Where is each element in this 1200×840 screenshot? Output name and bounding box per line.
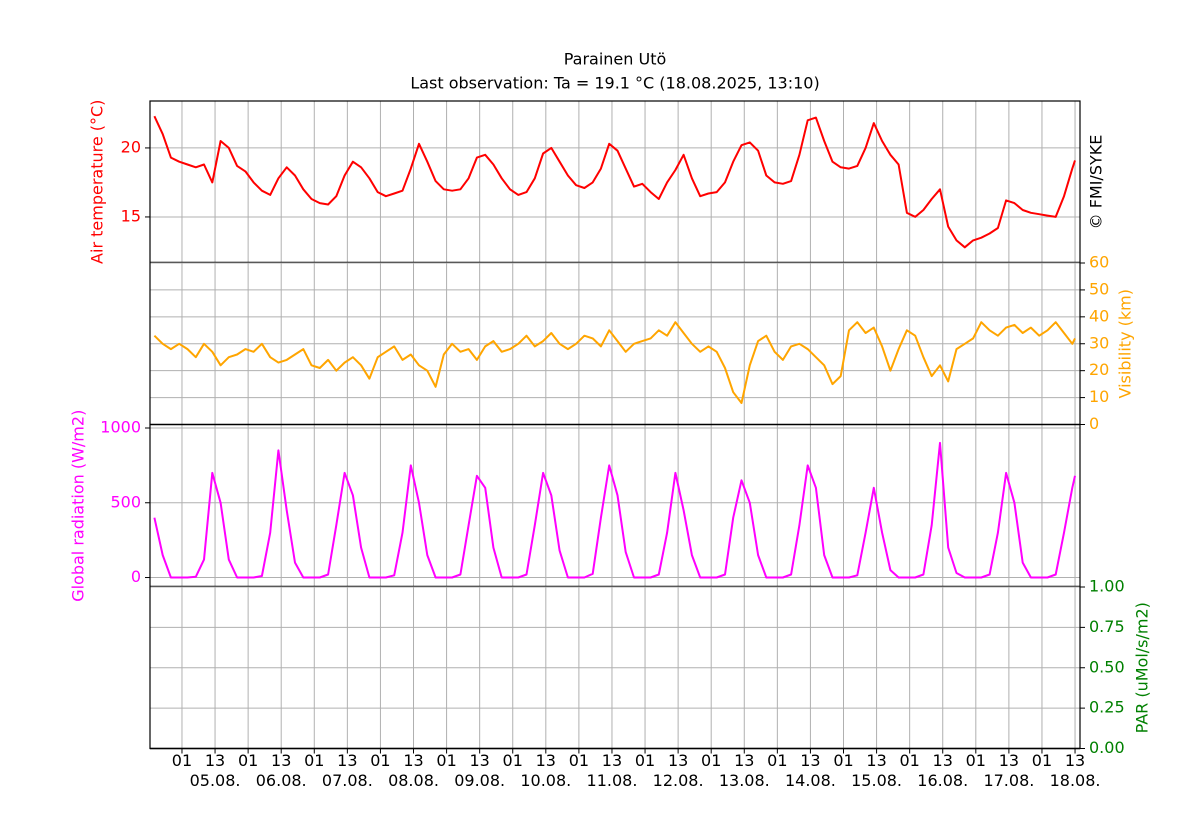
y-tick-label: 0: [1089, 414, 1099, 433]
x-tick-label: 13: [999, 751, 1019, 770]
date-label: 05.08.: [190, 771, 241, 790]
y-tick-label: 500: [110, 492, 141, 511]
x-tick-label: 01: [503, 751, 523, 770]
y-tick-label: 0.25: [1089, 698, 1125, 717]
x-tick-label: 13: [668, 751, 688, 770]
date-label: 14.08.: [785, 771, 836, 790]
x-tick-label: 01: [436, 751, 456, 770]
x-tick-label: 01: [767, 751, 787, 770]
date-label: 16.08.: [917, 771, 968, 790]
plot-frame: [149, 100, 1081, 750]
date-label: 10.08.: [520, 771, 571, 790]
x-tick-label: 01: [304, 751, 324, 770]
date-label: 08.08.: [388, 771, 439, 790]
x-tick-label: 01: [370, 751, 390, 770]
x-tick-label: 13: [602, 751, 622, 770]
date-label: 15.08.: [851, 771, 902, 790]
y-tick-label: 60: [1089, 253, 1109, 272]
x-tick-label: 01: [635, 751, 655, 770]
x-tick-label: 01: [701, 751, 721, 770]
x-tick-label: 13: [536, 751, 556, 770]
x-tick-label: 13: [271, 751, 291, 770]
date-label: 18.08.: [1050, 771, 1101, 790]
axis-label: Air temperature (°C): [88, 100, 107, 264]
data-line: [153, 441, 1076, 579]
x-tick-label: 13: [469, 751, 489, 770]
x-tick-label: 13: [800, 751, 820, 770]
y-tick-label: 10: [1089, 387, 1109, 406]
chart-subtitle: Last observation: Ta = 19.1 °C (18.08.20…: [410, 74, 819, 93]
axis-label: Global radiation (W/m2): [69, 410, 88, 602]
x-tick-label: 13: [403, 751, 423, 770]
x-tick-label: 01: [238, 751, 258, 770]
date-label: 13.08.: [719, 771, 770, 790]
x-tick-label: 01: [966, 751, 986, 770]
x-tick-label: 01: [172, 751, 192, 770]
y-tick-label: 20: [1089, 360, 1109, 379]
date-label: 09.08.: [454, 771, 505, 790]
y-tick-label: 30: [1089, 333, 1109, 352]
y-tick-label: 15: [121, 206, 141, 225]
y-tick-label: 0.75: [1089, 617, 1125, 636]
date-label: 06.08.: [256, 771, 307, 790]
y-tick-label: 0.00: [1089, 738, 1125, 757]
x-tick-label: 13: [1065, 751, 1085, 770]
x-tick-label: 01: [833, 751, 853, 770]
x-tick-label: 13: [205, 751, 225, 770]
x-tick-label: 01: [899, 751, 919, 770]
x-tick-label: 01: [1032, 751, 1052, 770]
date-label: 12.08.: [653, 771, 704, 790]
data-line: [153, 321, 1076, 404]
y-tick-label: 1000: [100, 417, 141, 436]
chart-title: Parainen Utö: [564, 50, 667, 69]
axis-label: Visibility (km): [1116, 289, 1135, 398]
y-tick-label: 50: [1089, 279, 1109, 298]
data-line: [153, 115, 1076, 249]
x-tick-label: 01: [569, 751, 589, 770]
date-label: 07.08.: [322, 771, 373, 790]
date-label: 17.08.: [983, 771, 1034, 790]
x-tick-label: 13: [734, 751, 754, 770]
y-tick-label: 0.50: [1089, 657, 1125, 676]
y-tick-label: 0: [131, 567, 141, 586]
axis-label: PAR (uMol/s/m2): [1133, 602, 1152, 733]
y-tick-label: 40: [1089, 306, 1109, 325]
x-tick-label: 13: [866, 751, 886, 770]
x-tick-label: 13: [933, 751, 953, 770]
date-label: 11.08.: [587, 771, 638, 790]
x-tick-label: 13: [337, 751, 357, 770]
credit: © FMI/SYKE: [1087, 135, 1106, 230]
y-tick-label: 1.00: [1089, 577, 1125, 596]
y-tick-label: 20: [121, 137, 141, 156]
